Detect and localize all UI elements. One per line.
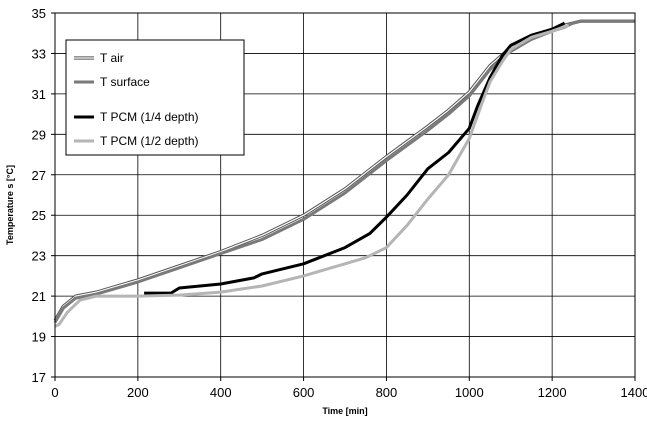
x-tick-label: 1400 [621,385,647,400]
y-axis-title: Temperature s [°C] [5,165,15,245]
y-tick-label: 33 [32,46,46,61]
x-tick-label: 200 [127,385,149,400]
legend-label: T surface [100,75,150,89]
x-tick-label: 800 [376,385,398,400]
tick-labels: 0 200 400 600 800 1000 1200 1400 17 19 21 23 25 27 29 3… [32,6,647,400]
legend-label: T PCM (1/2 depth) [100,134,198,148]
x-tick-label: 1000 [455,385,484,400]
legend-label: T air [100,51,124,65]
y-tick-label: 31 [32,87,46,102]
y-tick-label: 23 [32,249,46,264]
plot-border [54,12,636,378]
x-tick-label: 0 [51,385,58,400]
series-lines [53,19,635,328]
x-tick-label: 1200 [538,385,567,400]
x-tick-label: 400 [210,385,232,400]
y-tick-label: 35 [32,6,46,21]
y-tick-label: 25 [32,208,46,223]
y-tick-label: 17 [32,370,46,385]
series-line-t-pcm-1-4-depth [144,21,566,295]
y-tick-label: 19 [32,330,46,345]
legend-label: T PCM (1/4 depth) [100,110,198,124]
y-tick-label: 29 [32,127,46,142]
x-tick-label: 600 [293,385,315,400]
x-axis-title: Time [min] [322,406,367,416]
series-line-t-pcm-1-2-depth [54,23,570,328]
y-tick-label: 21 [32,289,46,304]
legend: T air T surface T PCM (1/4 depth) T PCM (1/… [65,39,245,156]
y-tick-label: 27 [32,168,46,183]
legend-box [65,39,245,156]
